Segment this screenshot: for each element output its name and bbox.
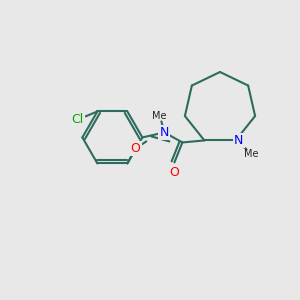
Text: Cl: Cl xyxy=(71,113,83,126)
Text: O: O xyxy=(169,166,179,179)
Text: Me: Me xyxy=(152,111,166,122)
Text: N: N xyxy=(234,134,243,147)
Text: O: O xyxy=(130,142,140,155)
Text: Me: Me xyxy=(244,149,259,159)
Text: N: N xyxy=(160,126,169,139)
